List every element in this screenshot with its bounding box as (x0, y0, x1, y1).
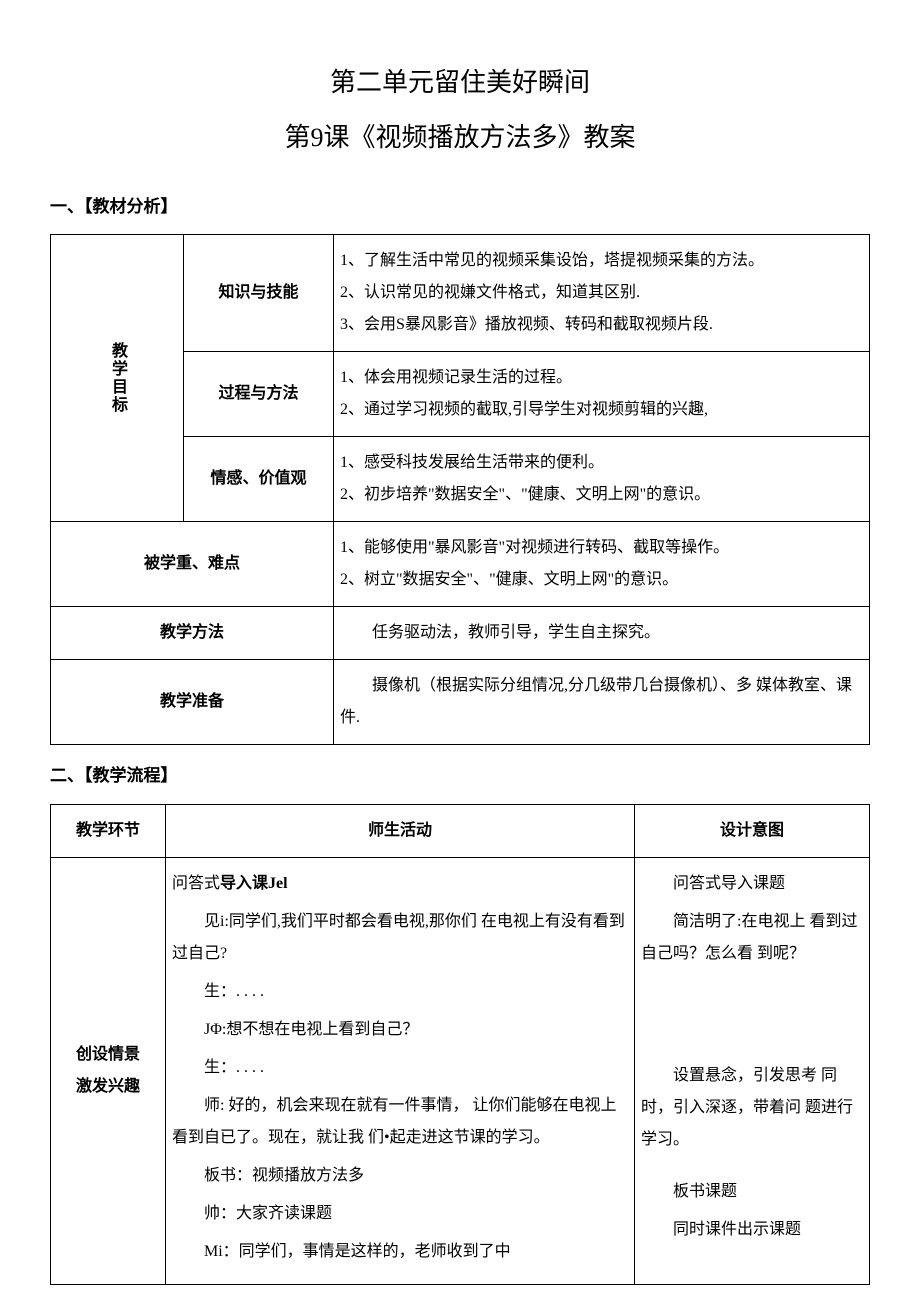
intent-line: 问答式导入课题 (641, 868, 863, 900)
section-1-heading: 一、【教材分析】 (50, 192, 870, 223)
cell-line: 1、了解生活中常见的视频采集设饴，塔提视频采集的方法。 (340, 245, 863, 277)
activity-line: 帅：大家齐读课题 (172, 1198, 628, 1230)
process-method-label: 过程与方法 (184, 352, 334, 437)
intent-line: 简洁明了:在电视上 看到过自己吗？怎么看 到呢？ (641, 906, 863, 970)
cell-line: 1、体会用视频记录生活的过程。 (340, 362, 863, 394)
knowledge-skill-label: 知识与技能 (184, 235, 334, 352)
intent-line: 设置悬念，引发思考 同时，引入深逐，带着问 题进行学习。 (641, 1060, 863, 1156)
activity-line: 见i:同学们,我们平时都会看电视,那你们 在电视上有没有看到过自己? (172, 906, 628, 970)
cell-line: 2、树立"数据安全"、"健康、文明上网"的意识。 (340, 564, 863, 596)
col-header-intent: 设计意图 (635, 804, 870, 857)
cell-line: 3、会用S暴风影音》播放视频、转码和截取视频片段. (340, 309, 863, 341)
lesson-title: 第9课《视频播放方法多》教案 (50, 115, 870, 162)
intent-line: 板书课题 (641, 1176, 863, 1208)
stage-line: 激发兴趣 (55, 1071, 161, 1103)
analysis-table: 教学目标 知识与技能 1、了解生活中常见的视频采集设饴，塔提视频采集的方法。 2… (50, 234, 870, 745)
knowledge-skill-content: 1、了解生活中常见的视频采集设饴，塔提视频采集的方法。 2、认识常见的视嫌文件格… (334, 235, 870, 352)
activity-line: 问答式导入课Jel (172, 868, 628, 900)
cell-line: 1、能够使用"暴风影音"对视频进行转码、截取等操作。 (340, 532, 863, 564)
cell-line: 2、初步培养"数据安全"、"健康、文明上网"的意识。 (340, 479, 863, 511)
cell-line: 2、认识常见的视嫌文件格式，知道其区别. (340, 277, 863, 309)
activity-line: 板书：视频播放方法多 (172, 1160, 628, 1192)
col-header-activity: 师生活动 (166, 804, 635, 857)
teaching-goals-label: 教学目标 (51, 235, 184, 522)
activity-cell: 问答式导入课Jel 见i:同学们,我们平时都会看电视,那你们 在电视上有没有看到… (166, 857, 635, 1284)
intent-cell: 问答式导入课题 简洁明了:在电视上 看到过自己吗？怎么看 到呢？ 设置悬念，引发… (635, 857, 870, 1284)
teaching-prep-content: 摄像机（根据实际分组情况,分几级带几台摄像机）、多 媒体教室、课件. (334, 660, 870, 745)
section-2-heading: 二、【教学流程】 (50, 761, 870, 792)
cell-line: 1、感受科技发展给生活带来的便利。 (340, 447, 863, 479)
flow-table: 教学环节 师生活动 设计意图 创设情景 激发兴趣 问答式导入课Jel 见i:同学… (50, 804, 870, 1285)
key-difficulty-content: 1、能够使用"暴风影音"对视频进行转码、截取等操作。 2、树立"数据安全"、"健… (334, 522, 870, 607)
activity-line: Mi：同学们，事情是这样的，老师收到了中 (172, 1236, 628, 1268)
teaching-prep-label: 教学准备 (51, 660, 334, 745)
cell-line: 2、通过学习视频的截取,引导学生对视频剪辑的兴趣, (340, 394, 863, 426)
process-method-content: 1、体会用视频记录生活的过程。 2、通过学习视频的截取,引导学生对视频剪辑的兴趣… (334, 352, 870, 437)
key-difficulty-label: 被学重、难点 (51, 522, 334, 607)
activity-line: 生：. . . . (172, 1052, 628, 1084)
activity-line: 师: 好的，机会来现在就有一件事情， 让你们能够在电视上看到自已了。现在，就让我… (172, 1090, 628, 1154)
activity-line: JΦ:想不想在电视上看到自己？ (172, 1014, 628, 1046)
teaching-method-content: 任务驱动法，教师引导，学生自主探究。 (334, 607, 870, 660)
unit-title: 第二单元留住美好瞬间 (50, 60, 870, 107)
activity-line: 生：. . . . (172, 976, 628, 1008)
stage-line: 创设情景 (55, 1039, 161, 1071)
intent-line: 同时课件出示课题 (641, 1214, 863, 1246)
emotion-value-label: 情感、价值观 (184, 437, 334, 522)
emotion-value-content: 1、感受科技发展给生活带来的便利。 2、初步培养"数据安全"、"健康、文明上网"… (334, 437, 870, 522)
text-segment: 问答式 (172, 875, 220, 892)
text-segment-bold: 导入课Jel (220, 875, 288, 892)
teaching-method-label: 教学方法 (51, 607, 334, 660)
col-header-stage: 教学环节 (51, 804, 166, 857)
stage-cell: 创设情景 激发兴趣 (51, 857, 166, 1284)
